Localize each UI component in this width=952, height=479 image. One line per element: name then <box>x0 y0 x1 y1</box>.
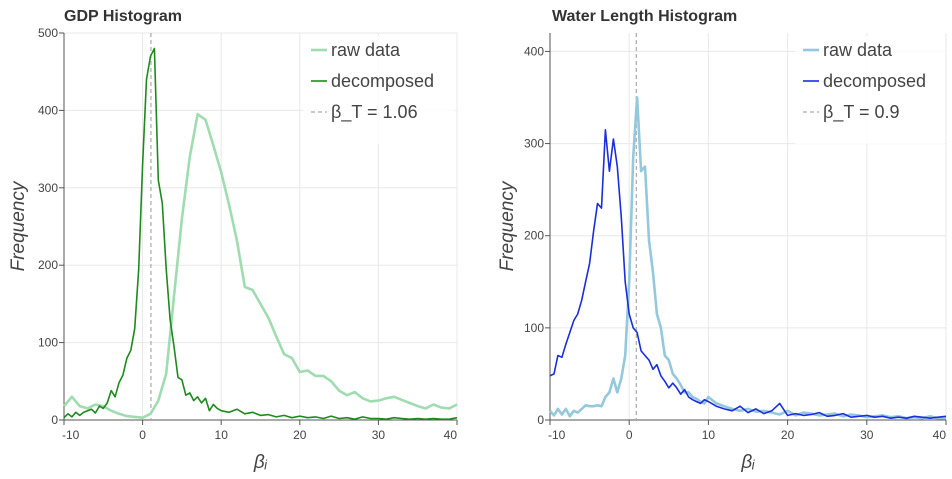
x-tick-label: 20 <box>293 428 307 442</box>
x-tick-label: -10 <box>62 428 80 442</box>
x-axis-label: βᵢ <box>253 452 268 473</box>
x-tick-label: 40 <box>444 428 458 442</box>
chart-title: Water Length Histogram <box>552 8 737 25</box>
y-tick-label: 400 <box>524 44 544 58</box>
legend-threshold-label: β_T = 0.9 <box>823 102 900 123</box>
series-line-decomposed <box>63 47 458 421</box>
x-axis-label: βᵢ <box>740 452 755 473</box>
x-tick-label: 10 <box>702 428 716 442</box>
x-tick-label: 30 <box>860 428 874 442</box>
y-tick-label: 400 <box>38 103 58 117</box>
y-tick-label: 300 <box>524 137 544 151</box>
legend: raw data decomposed β_T = 1.06 <box>303 36 455 144</box>
y-tick-label: 200 <box>524 229 544 243</box>
legend-decomposed-label: decomposed <box>331 71 434 91</box>
chart-2: Water Length Histogram-10 0 10 20 30 40010020… <box>497 8 947 473</box>
y-axis-label: Frequency <box>8 180 29 271</box>
legend: raw data decomposed β_T = 0.9 <box>795 36 945 144</box>
x-tick-label: 40 <box>933 428 947 442</box>
x-tick-label: 30 <box>372 428 386 442</box>
series-line-raw-data <box>549 96 946 420</box>
x-tick-label: 0 <box>626 428 633 442</box>
x-tick-label: 20 <box>781 428 795 442</box>
x-tick-label: -10 <box>548 428 566 442</box>
y-tick-label: 0 <box>537 413 544 427</box>
legend-raw-data-label: raw data <box>331 40 401 60</box>
series-line-raw-data <box>63 113 458 420</box>
legend-decomposed-label: decomposed <box>823 71 926 91</box>
series-line-decomposed <box>549 129 947 420</box>
y-tick-label: 200 <box>38 258 58 272</box>
legend-box <box>303 36 455 144</box>
y-tick-label: 100 <box>524 321 544 335</box>
legend-raw-data-label: raw data <box>823 40 893 60</box>
legend-threshold-label: β_T = 1.06 <box>331 102 418 123</box>
y-tick-label: 500 <box>38 26 58 40</box>
y-tick-label: 100 <box>38 336 58 350</box>
chart-1: GDP Histogram-10 0 10 20 30 40010020030040050… <box>8 8 458 473</box>
y-tick-label: 0 <box>51 413 58 427</box>
x-tick-label: 0 <box>139 428 146 442</box>
chart-title: GDP Histogram <box>64 8 182 25</box>
x-tick-label: 10 <box>215 428 229 442</box>
y-axis-label: Frequency <box>497 180 518 271</box>
legend-box <box>795 36 945 144</box>
y-tick-label: 300 <box>38 181 58 195</box>
